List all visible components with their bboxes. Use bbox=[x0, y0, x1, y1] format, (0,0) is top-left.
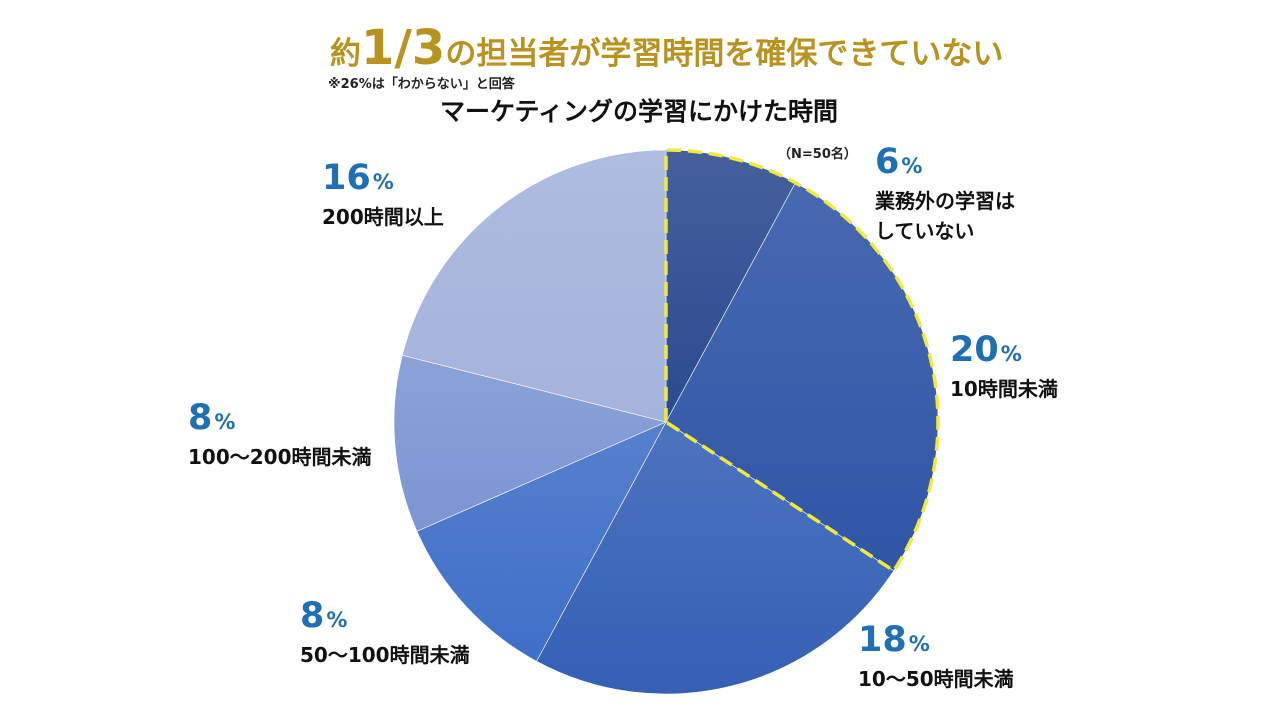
slice-label-1: 6% 業務外の学習は していない bbox=[875, 142, 1015, 246]
percent-sign: % bbox=[908, 632, 930, 656]
note: ※26%は「わからない」と回答 bbox=[328, 77, 515, 92]
slice-value-number: 8 bbox=[300, 596, 325, 636]
slice-value: 8% bbox=[188, 398, 372, 442]
highlight-outline bbox=[664, 148, 940, 573]
slice-value-number: 18 bbox=[858, 620, 907, 660]
slice-value-number: 6 bbox=[875, 142, 900, 182]
slice-label-text: 50〜100時間未満 bbox=[300, 643, 470, 667]
slice-label-3: 18% 10〜50時間未満 bbox=[858, 620, 1014, 694]
pie-slice-4 bbox=[416, 421, 667, 662]
slice-value: 18% bbox=[858, 620, 1014, 664]
percent-sign: % bbox=[214, 410, 236, 434]
slice-label-text: 10時間未満 bbox=[950, 377, 1058, 401]
slice-value: 6% bbox=[875, 142, 1015, 186]
pie-slices bbox=[393, 149, 939, 695]
slice-value: 16% bbox=[322, 158, 444, 202]
percent-sign: % bbox=[326, 608, 348, 632]
chart-title: マーケティングの学習にかけた時間 bbox=[440, 97, 839, 126]
headline-prefix: 約 bbox=[330, 36, 361, 72]
slice-label-text: 10〜50時間未満 bbox=[858, 667, 1014, 691]
percent-sign: % bbox=[901, 154, 923, 178]
headline-fraction: 1/3 bbox=[361, 20, 446, 76]
headline: 約1/3の担当者が学習時間を確保できていない bbox=[330, 18, 1003, 84]
percent-sign: % bbox=[372, 170, 394, 194]
slice-label-text: していない bbox=[875, 219, 975, 243]
slice-value: 8% bbox=[300, 596, 470, 640]
slice-label-4: 8% 50〜100時間未満 bbox=[300, 596, 470, 670]
slice-value-number: 8 bbox=[188, 398, 213, 438]
slice-label-6: 16% 200時間以上 bbox=[322, 158, 444, 232]
headline-rest: の担当者が学習時間を確保できていない bbox=[445, 36, 1004, 72]
slice-value: 20% bbox=[950, 330, 1058, 374]
slice-label-text: 業務外の学習は bbox=[875, 189, 1015, 213]
sample-size: （N=50名） bbox=[778, 147, 857, 162]
slice-value-number: 16 bbox=[322, 158, 371, 198]
slice-label-2: 20% 10時間未満 bbox=[950, 330, 1058, 404]
slice-value-number: 20 bbox=[950, 330, 999, 370]
pie-slice-5 bbox=[393, 354, 667, 532]
slice-label-text: 200時間以上 bbox=[322, 205, 444, 229]
percent-sign: % bbox=[1000, 342, 1022, 366]
pie-slice-6 bbox=[401, 149, 667, 423]
slice-label-text: 100〜200時間未満 bbox=[188, 445, 372, 469]
slice-label-5: 8% 100〜200時間未満 bbox=[188, 398, 372, 472]
pie-slice-3 bbox=[536, 421, 895, 695]
